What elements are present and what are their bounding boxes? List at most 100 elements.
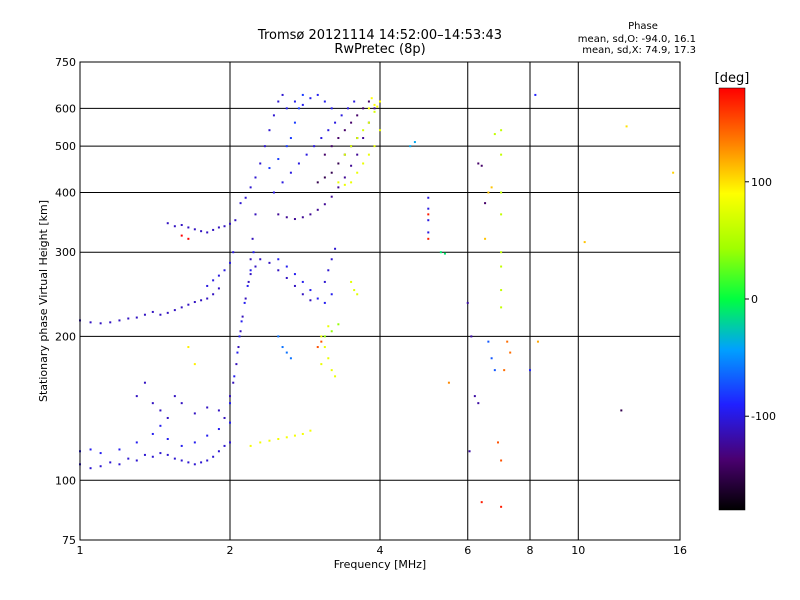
echo-point xyxy=(212,293,215,296)
echo-point xyxy=(118,319,121,322)
echo-point xyxy=(135,316,138,319)
echo-point xyxy=(625,125,628,128)
echo-point xyxy=(277,213,280,216)
echo-point xyxy=(353,289,356,292)
echo-point xyxy=(362,107,365,110)
echo-point xyxy=(503,369,506,372)
echo-point xyxy=(316,181,319,184)
echo-point xyxy=(370,97,373,100)
echo-point xyxy=(327,269,330,272)
phase-stats-x: mean, sd,X: 74.9, 17.3 xyxy=(582,45,696,56)
echo-point xyxy=(362,137,365,140)
echo-point xyxy=(672,171,675,174)
echo-point xyxy=(500,459,503,462)
echo-point xyxy=(293,100,296,103)
echo-point xyxy=(249,444,252,447)
echo-point xyxy=(246,284,249,287)
echo-point xyxy=(166,311,169,314)
x-tick-label: 4 xyxy=(377,544,384,557)
echo-point xyxy=(301,280,304,283)
echo-point xyxy=(217,428,220,431)
echo-point xyxy=(239,330,242,333)
echo-point xyxy=(268,167,271,170)
echo-point xyxy=(620,409,623,412)
echo-point xyxy=(373,107,376,110)
echo-point xyxy=(334,247,337,250)
echo-point xyxy=(327,325,330,328)
colorbar-ticks: 100 0 -100 xyxy=(745,176,776,423)
echo-point xyxy=(166,416,169,419)
colorbar-label: [deg] xyxy=(715,71,750,86)
echo-point xyxy=(159,313,162,316)
echo-point xyxy=(166,222,169,225)
echo-point xyxy=(343,183,346,186)
echo-point xyxy=(346,107,349,110)
echo-point xyxy=(301,293,304,296)
echo-point xyxy=(313,145,316,148)
y-tick-label: 300 xyxy=(55,246,76,259)
echo-point xyxy=(496,441,499,444)
echo-point xyxy=(173,309,176,312)
echo-point xyxy=(187,303,190,306)
echo-point xyxy=(301,432,304,435)
echo-point xyxy=(356,153,359,156)
echo-point xyxy=(285,436,288,439)
echo-point xyxy=(443,252,446,255)
echo-point xyxy=(109,461,112,464)
echo-point xyxy=(254,265,257,268)
x-axis-ticks: 1 2 4 6 8 10 16 xyxy=(77,544,688,557)
x-tick-label: 2 xyxy=(227,544,234,557)
echo-point xyxy=(193,301,196,304)
echo-point xyxy=(247,280,250,283)
echo-point xyxy=(297,107,300,110)
echo-point xyxy=(187,346,190,349)
echo-point xyxy=(243,301,246,304)
echo-point xyxy=(293,434,296,437)
echo-point xyxy=(99,452,102,455)
echo-point xyxy=(330,258,333,261)
echo-point xyxy=(251,237,254,240)
echo-point xyxy=(127,457,130,460)
echo-point xyxy=(268,439,271,442)
echo-point xyxy=(173,395,176,398)
echo-point xyxy=(470,335,473,338)
echo-point xyxy=(193,441,196,444)
echo-point xyxy=(343,129,346,132)
echo-point xyxy=(350,121,353,124)
echo-point xyxy=(277,335,280,338)
echo-point xyxy=(337,186,340,189)
echo-point xyxy=(500,505,503,508)
echo-point xyxy=(320,137,323,140)
echo-point xyxy=(217,287,220,290)
echo-point xyxy=(238,335,241,338)
echo-point xyxy=(293,273,296,276)
echo-point xyxy=(356,114,359,117)
echo-point xyxy=(373,110,376,113)
echo-point xyxy=(118,463,121,466)
echo-point xyxy=(506,340,509,343)
echo-point xyxy=(193,463,196,466)
echo-point xyxy=(427,219,430,222)
echo-point xyxy=(244,297,247,300)
echo-point xyxy=(254,176,257,179)
echo-point xyxy=(362,162,365,165)
echo-point xyxy=(427,196,430,199)
y-axis-ticks: 75 100 200 300 400 500 600 750 xyxy=(55,56,76,547)
echo-point xyxy=(293,284,296,287)
plot-frame xyxy=(79,61,681,541)
echo-point xyxy=(254,213,257,216)
echo-point xyxy=(323,176,326,179)
echo-point xyxy=(277,158,280,161)
echo-point xyxy=(500,306,503,309)
echo-point xyxy=(159,424,162,427)
echo-point xyxy=(301,93,304,96)
echo-point xyxy=(439,251,442,254)
echo-point xyxy=(353,100,356,103)
echo-point xyxy=(159,452,162,455)
echo-point xyxy=(534,93,537,96)
echo-point xyxy=(330,369,333,372)
echo-point xyxy=(356,171,359,174)
echo-point xyxy=(285,107,288,110)
echo-point xyxy=(379,129,381,132)
